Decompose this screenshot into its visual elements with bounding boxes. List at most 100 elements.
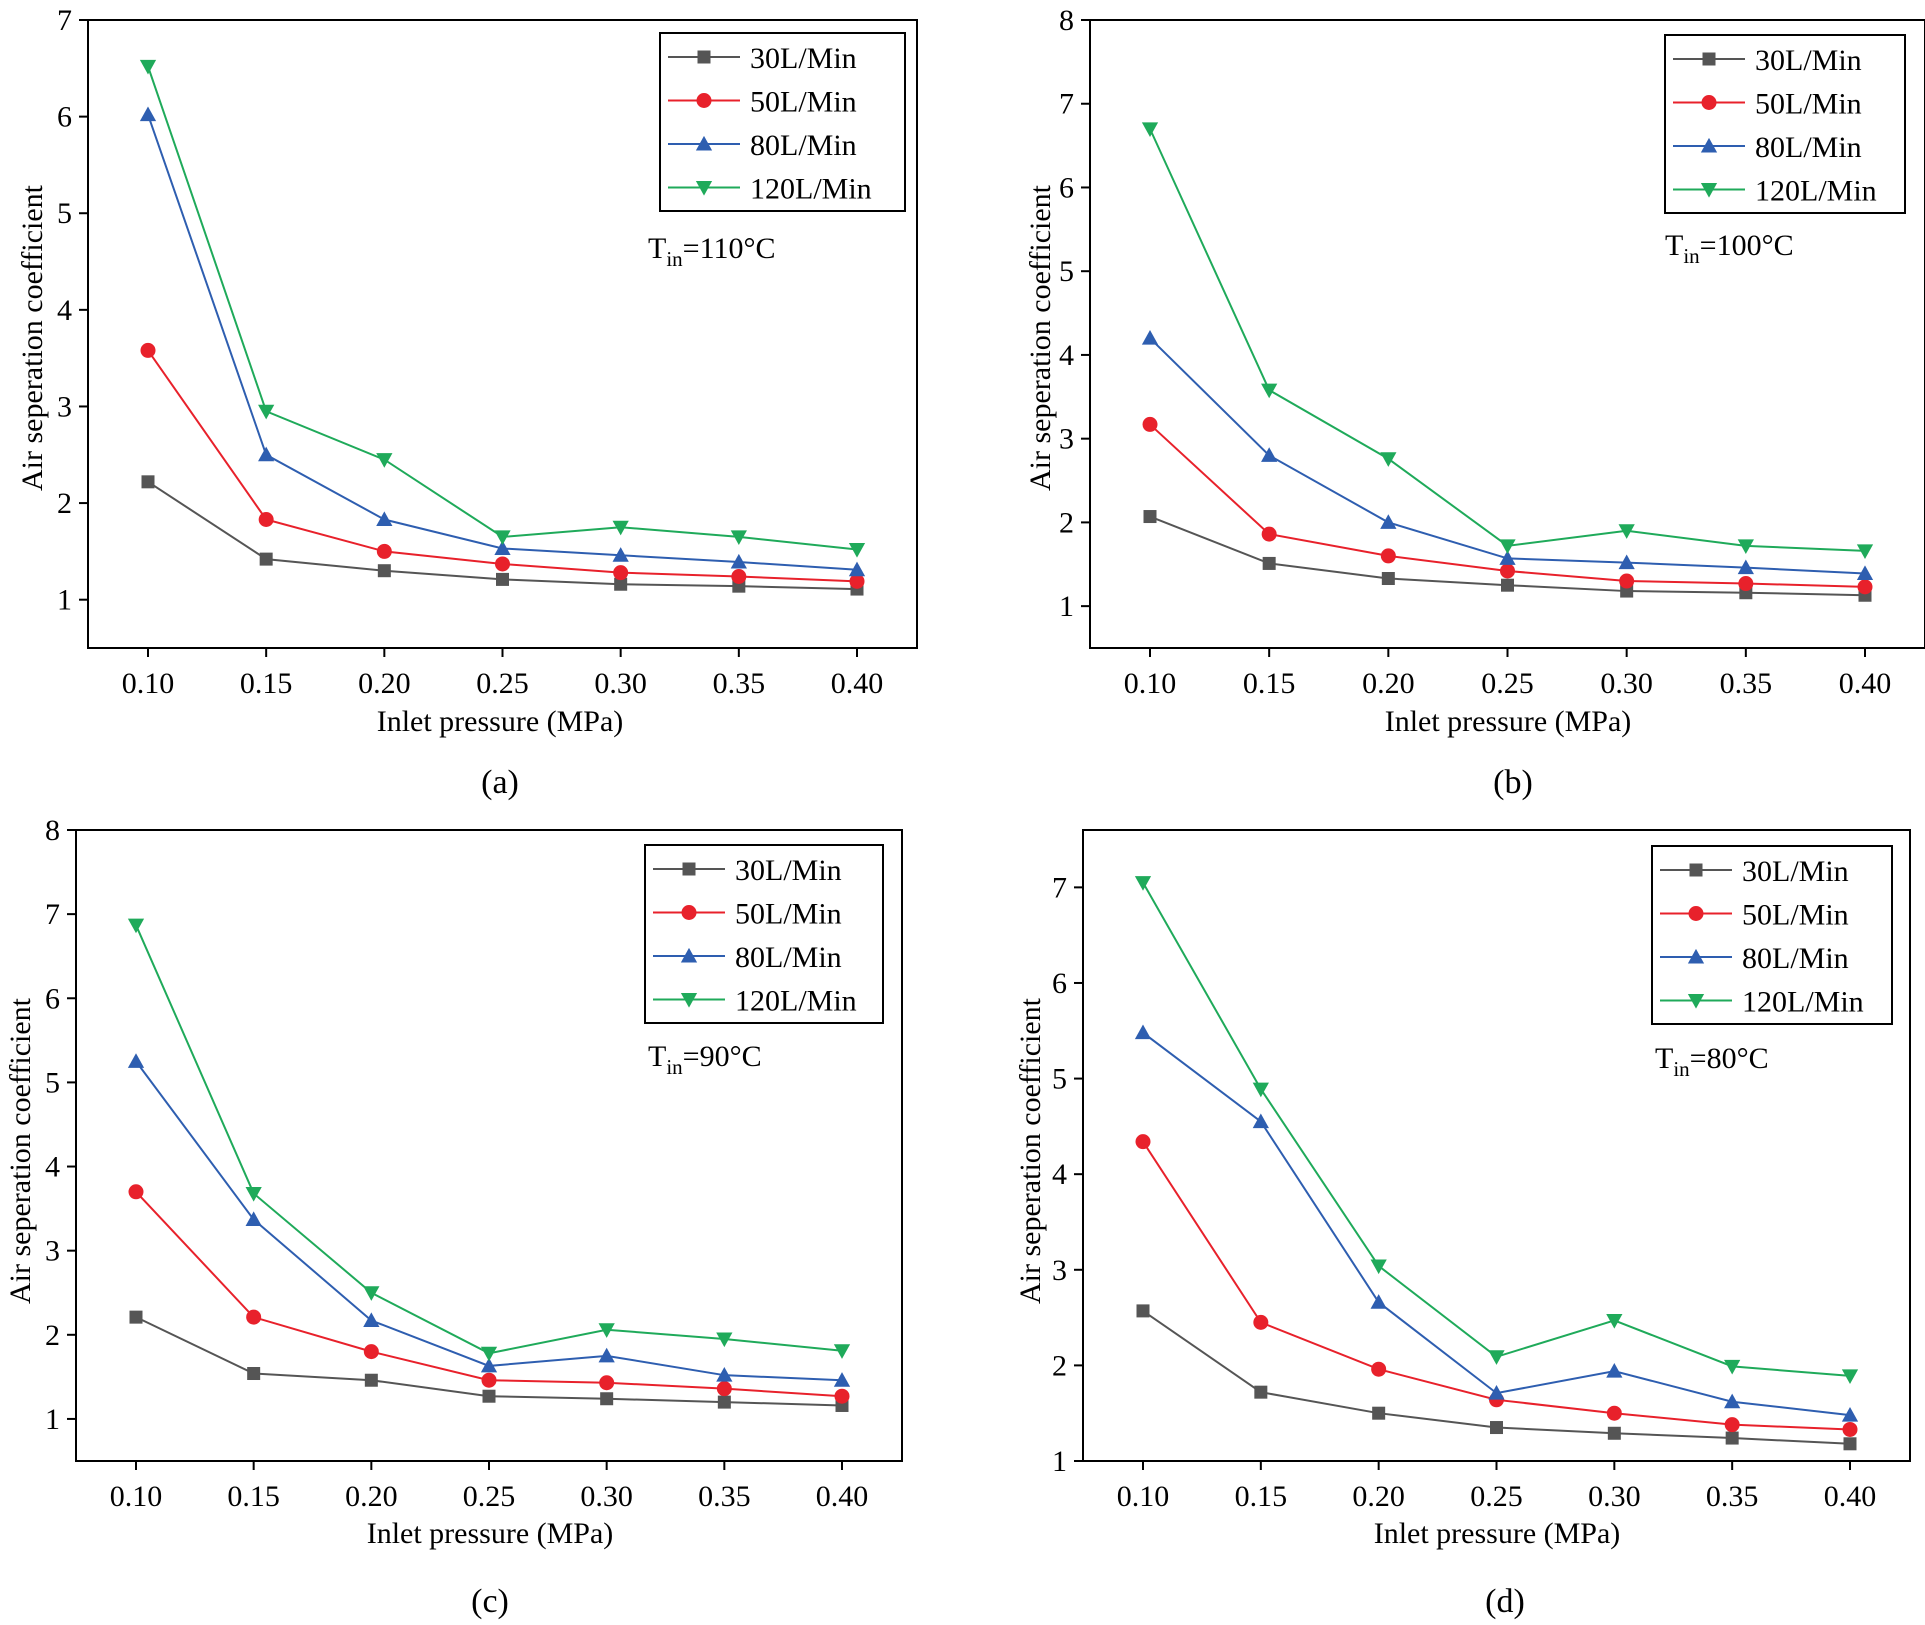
y-tick-label: 4 xyxy=(1052,1158,1067,1191)
triangle-down-marker xyxy=(1499,539,1516,554)
legend-label: 120L/Min xyxy=(1755,175,1877,208)
y-tick-label: 8 xyxy=(1059,4,1074,37)
triangle-up-marker xyxy=(376,511,393,527)
x-tick-label: 0.10 xyxy=(1124,667,1177,700)
triangle-down-marker xyxy=(1488,1350,1505,1365)
annotation-subscript: in xyxy=(1683,244,1700,268)
triangle-up-marker xyxy=(1618,554,1635,570)
triangle-down-marker xyxy=(695,181,713,196)
y-tick-label: 3 xyxy=(1059,423,1074,456)
triangle-down-marker xyxy=(730,530,747,546)
x-tick-label: 0.40 xyxy=(1839,667,1892,700)
y-axis-title: Air seperation coefficient xyxy=(16,184,49,491)
square-marker xyxy=(496,572,509,586)
triangle-up-marker xyxy=(1488,1384,1505,1400)
panel-label: (d) xyxy=(1485,1583,1525,1620)
annotation-value: =110°C xyxy=(683,232,776,265)
panel-label: (b) xyxy=(1493,764,1533,801)
x-tick-label: 0.25 xyxy=(1470,1480,1523,1513)
x-axis-title: Inlet pressure (MPa) xyxy=(377,705,624,738)
circle-marker xyxy=(1380,548,1396,564)
x-tick-label: 0.15 xyxy=(1235,1480,1288,1513)
y-tick-label: 5 xyxy=(1059,255,1074,288)
triangle-down-marker xyxy=(1606,1313,1623,1329)
legend-label: 80L/Min xyxy=(1742,942,1849,975)
square-marker xyxy=(1490,1421,1503,1435)
triangle-down-marker xyxy=(1724,1359,1741,1375)
circle-marker xyxy=(1738,576,1754,592)
annotation-subscript: in xyxy=(666,247,683,271)
triangle-down-marker xyxy=(1380,452,1397,467)
plot-area: 0.10 0.15 0.20 0.25 0.30 0.35 0.40 1 2 3 4 5 6 7 30L/M… xyxy=(57,4,918,700)
circle-marker xyxy=(1857,579,1873,595)
triangle-down-marker xyxy=(1141,122,1159,137)
y-tick-label: 2 xyxy=(57,487,72,520)
triangle-up-marker xyxy=(695,135,713,151)
triangle-down-marker xyxy=(258,404,275,420)
circle-marker xyxy=(1261,526,1277,542)
triangle-up-marker xyxy=(139,106,157,122)
x-tick-label: 0.40 xyxy=(816,1480,869,1513)
circle-marker xyxy=(599,1375,615,1391)
x-tick-label: 0.15 xyxy=(240,667,293,700)
annotation-subscript: in xyxy=(1673,1057,1690,1081)
temperature-annotation: Tin=110°C xyxy=(648,232,775,271)
triangle-up-marker xyxy=(1261,447,1278,462)
x-axis-title: Inlet pressure (MPa) xyxy=(1374,1517,1621,1550)
plot-area: 0.10 0.15 0.20 0.25 0.30 0.35 0.40 1 2 3 4 5 6 7 8 30L/… xyxy=(1059,4,1925,700)
circle-marker xyxy=(128,1184,144,1200)
circle-marker xyxy=(258,512,274,528)
legend-label: 30L/Min xyxy=(735,854,842,887)
x-tick-label: 0.40 xyxy=(831,667,884,700)
legend: 30L/Min 50L/Min 80L/Min 120L/Min xyxy=(659,32,906,212)
square-marker xyxy=(1725,1431,1739,1445)
legend-label: 30L/Min xyxy=(750,42,857,75)
panel-c: (c) Inlet pressure (MPa) Air seperation … xyxy=(4,814,903,1620)
triangle-down-marker xyxy=(245,1186,262,1202)
x-axis-title: Inlet pressure (MPa) xyxy=(1385,705,1632,738)
y-axis-title: Air seperation coefficient xyxy=(1014,997,1047,1304)
y-tick-label: 2 xyxy=(1059,506,1074,539)
circle-marker xyxy=(1701,95,1717,110)
circle-marker xyxy=(731,569,747,585)
square-marker xyxy=(1702,52,1716,66)
legend-label: 120L/Min xyxy=(750,173,872,206)
legend-label: 80L/Min xyxy=(735,941,842,974)
triangle-down-marker xyxy=(494,530,511,546)
square-marker xyxy=(141,475,155,489)
square-marker xyxy=(129,1310,143,1324)
x-tick-label: 0.15 xyxy=(1243,667,1296,700)
square-marker xyxy=(1607,1426,1621,1440)
square-marker xyxy=(600,1392,614,1406)
legend-label: 50L/Min xyxy=(750,86,857,119)
triangle-down-marker xyxy=(680,993,698,1008)
plot-area: 0.10 0.15 0.20 0.25 0.30 0.35 0.40 1 2 3 4 5 6 7 30L/M… xyxy=(1052,829,1911,1513)
square-marker xyxy=(717,1395,731,1409)
y-tick-label: 2 xyxy=(1052,1349,1067,1382)
y-tick-label: 1 xyxy=(57,584,72,617)
y-tick-label: 6 xyxy=(1052,967,1067,1000)
y-tick-label: 3 xyxy=(45,1235,60,1268)
triangle-down-marker xyxy=(139,59,157,75)
square-marker xyxy=(1843,1437,1857,1451)
circle-marker xyxy=(834,1388,850,1404)
annotation-value: =90°C xyxy=(683,1040,762,1073)
x-tick-label: 0.15 xyxy=(227,1480,280,1513)
circle-marker xyxy=(363,1344,379,1360)
circle-marker xyxy=(481,1372,497,1388)
triangle-up-marker xyxy=(1856,565,1874,580)
triangle-down-marker xyxy=(480,1346,498,1362)
circle-marker xyxy=(849,573,865,589)
legend-label: 80L/Min xyxy=(750,129,857,162)
triangle-up-marker xyxy=(598,1347,615,1363)
triangle-up-marker xyxy=(245,1211,262,1227)
square-marker xyxy=(1689,863,1703,877)
x-tick-label: 0.10 xyxy=(110,1480,163,1513)
y-tick-label: 5 xyxy=(1052,1063,1067,1096)
panel-b: (b) Inlet pressure (MPa) Air seperation … xyxy=(1024,4,1925,801)
triangle-up-marker xyxy=(1700,137,1718,153)
y-tick-label: 1 xyxy=(45,1403,60,1436)
triangle-up-marker xyxy=(1370,1294,1387,1309)
circle-marker xyxy=(1842,1421,1858,1437)
